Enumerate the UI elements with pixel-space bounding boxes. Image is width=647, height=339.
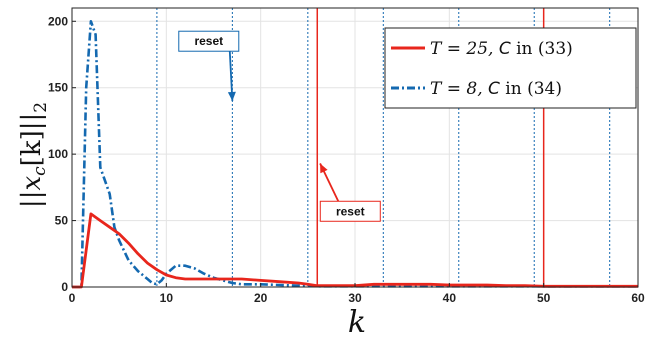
x-tick-label-0: 0 xyxy=(69,291,76,305)
legend-entry-0: T = 25, C in (33) xyxy=(430,39,573,59)
annotation-label-1: reset xyxy=(336,204,365,218)
series-lines xyxy=(72,20,638,289)
annotation-label-0: reset xyxy=(194,34,223,48)
y-tick-label-2: 100 xyxy=(48,147,68,161)
annotation-arrowhead-1 xyxy=(320,163,328,174)
y-tick-label-0: 0 xyxy=(61,280,68,294)
annotation-box-1 xyxy=(319,200,381,222)
legend-entry-1: T = 8, C in (34) xyxy=(430,79,562,99)
x-tick-label-4: 40 xyxy=(443,291,457,305)
x-tick-label-5: 50 xyxy=(537,291,551,305)
x-tick-label-2: 20 xyxy=(254,291,268,305)
legend: T = 25, C in (33) T = 8, C in (34) xyxy=(384,27,637,109)
x-tick-label-1: 10 xyxy=(160,291,174,305)
svg-text:||xc[k]||2: ||xc[k]||2 xyxy=(17,102,51,208)
y-tick-label-3: 150 xyxy=(48,81,68,95)
x-tick-label-6: 60 xyxy=(631,291,645,305)
annotations: reset reset xyxy=(178,30,381,222)
series-line-1 xyxy=(72,20,638,289)
y-axis-label: ||xc[k]||2 xyxy=(17,102,51,208)
axis-ticks: 0 10 20 30 40 50 60 0 50 100 150 200 xyxy=(48,14,645,305)
y-tick-label-1: 50 xyxy=(55,214,69,228)
annotation-box-0 xyxy=(178,30,240,52)
x-axis-label: k xyxy=(348,305,366,339)
y-tick-label-4: 200 xyxy=(48,14,68,28)
annotation-arrowhead-0 xyxy=(227,91,236,101)
x-tick-label-3: 30 xyxy=(348,291,362,305)
legend-box xyxy=(384,27,637,109)
series-line-0 xyxy=(72,212,638,289)
